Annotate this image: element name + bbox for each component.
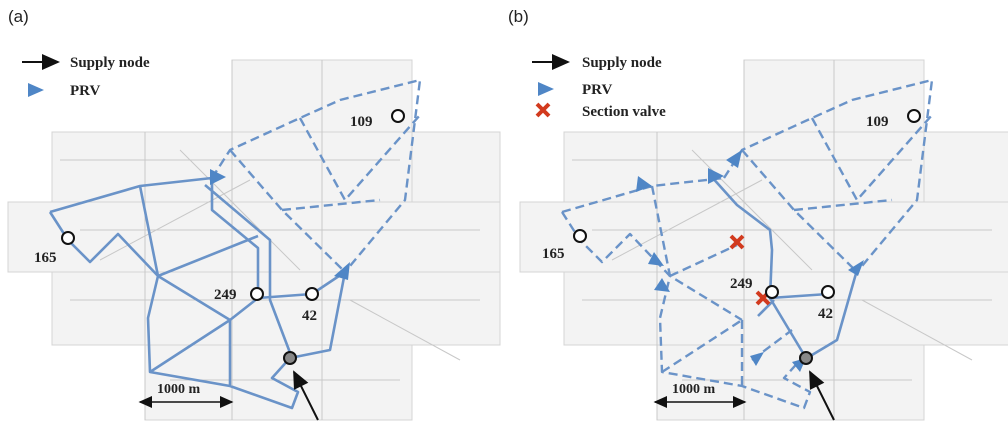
panel-label: (a) bbox=[8, 7, 29, 26]
supply-node bbox=[283, 351, 297, 365]
supply-arrow bbox=[809, 370, 835, 421]
legend-prv bbox=[28, 83, 44, 97]
node-label: 165 bbox=[34, 250, 57, 266]
legend-text: Supply node bbox=[70, 55, 150, 71]
node bbox=[391, 109, 405, 123]
prv bbox=[334, 262, 350, 280]
legend-text: Section valve bbox=[582, 104, 666, 120]
node bbox=[765, 285, 779, 299]
node bbox=[573, 229, 587, 243]
prv bbox=[750, 352, 764, 366]
node-label: 249 bbox=[214, 287, 237, 303]
panel-a: (a) Supply node PRV 109 165 249 42 1000 … bbox=[7, 7, 501, 421]
prv bbox=[654, 278, 670, 292]
node bbox=[305, 287, 319, 301]
prv bbox=[848, 260, 864, 276]
legend-prv bbox=[538, 82, 554, 96]
node-label: 109 bbox=[350, 114, 373, 130]
node-label: 165 bbox=[542, 246, 565, 262]
legend-text: PRV bbox=[582, 82, 612, 98]
prv bbox=[648, 252, 664, 266]
pipes-dashed bbox=[210, 78, 422, 273]
scale-label: 1000 m bbox=[672, 382, 716, 397]
legend-valve bbox=[535, 102, 551, 118]
panel-label: (b) bbox=[508, 7, 529, 26]
node bbox=[61, 231, 75, 245]
prv bbox=[636, 176, 652, 192]
legend-text: Supply node bbox=[582, 55, 662, 71]
pipes bbox=[709, 174, 859, 359]
scale-label: 1000 m bbox=[157, 382, 201, 397]
node bbox=[250, 287, 264, 301]
node-label: 42 bbox=[302, 308, 317, 324]
node bbox=[821, 285, 835, 299]
panel-b: (b) Supply node PRV Section valve 109 16… bbox=[508, 7, 1008, 421]
supply-arrow bbox=[293, 370, 319, 421]
map-tiles bbox=[7, 59, 501, 421]
prv bbox=[708, 168, 724, 184]
legend-text: PRV bbox=[70, 83, 100, 99]
node bbox=[907, 109, 921, 123]
section-valve bbox=[729, 234, 745, 250]
node-label: 109 bbox=[866, 114, 889, 130]
prv bbox=[210, 169, 226, 185]
prv bbox=[726, 150, 742, 168]
node-label: 249 bbox=[730, 276, 753, 292]
node-label: 42 bbox=[818, 306, 833, 322]
supply-node bbox=[799, 351, 813, 365]
